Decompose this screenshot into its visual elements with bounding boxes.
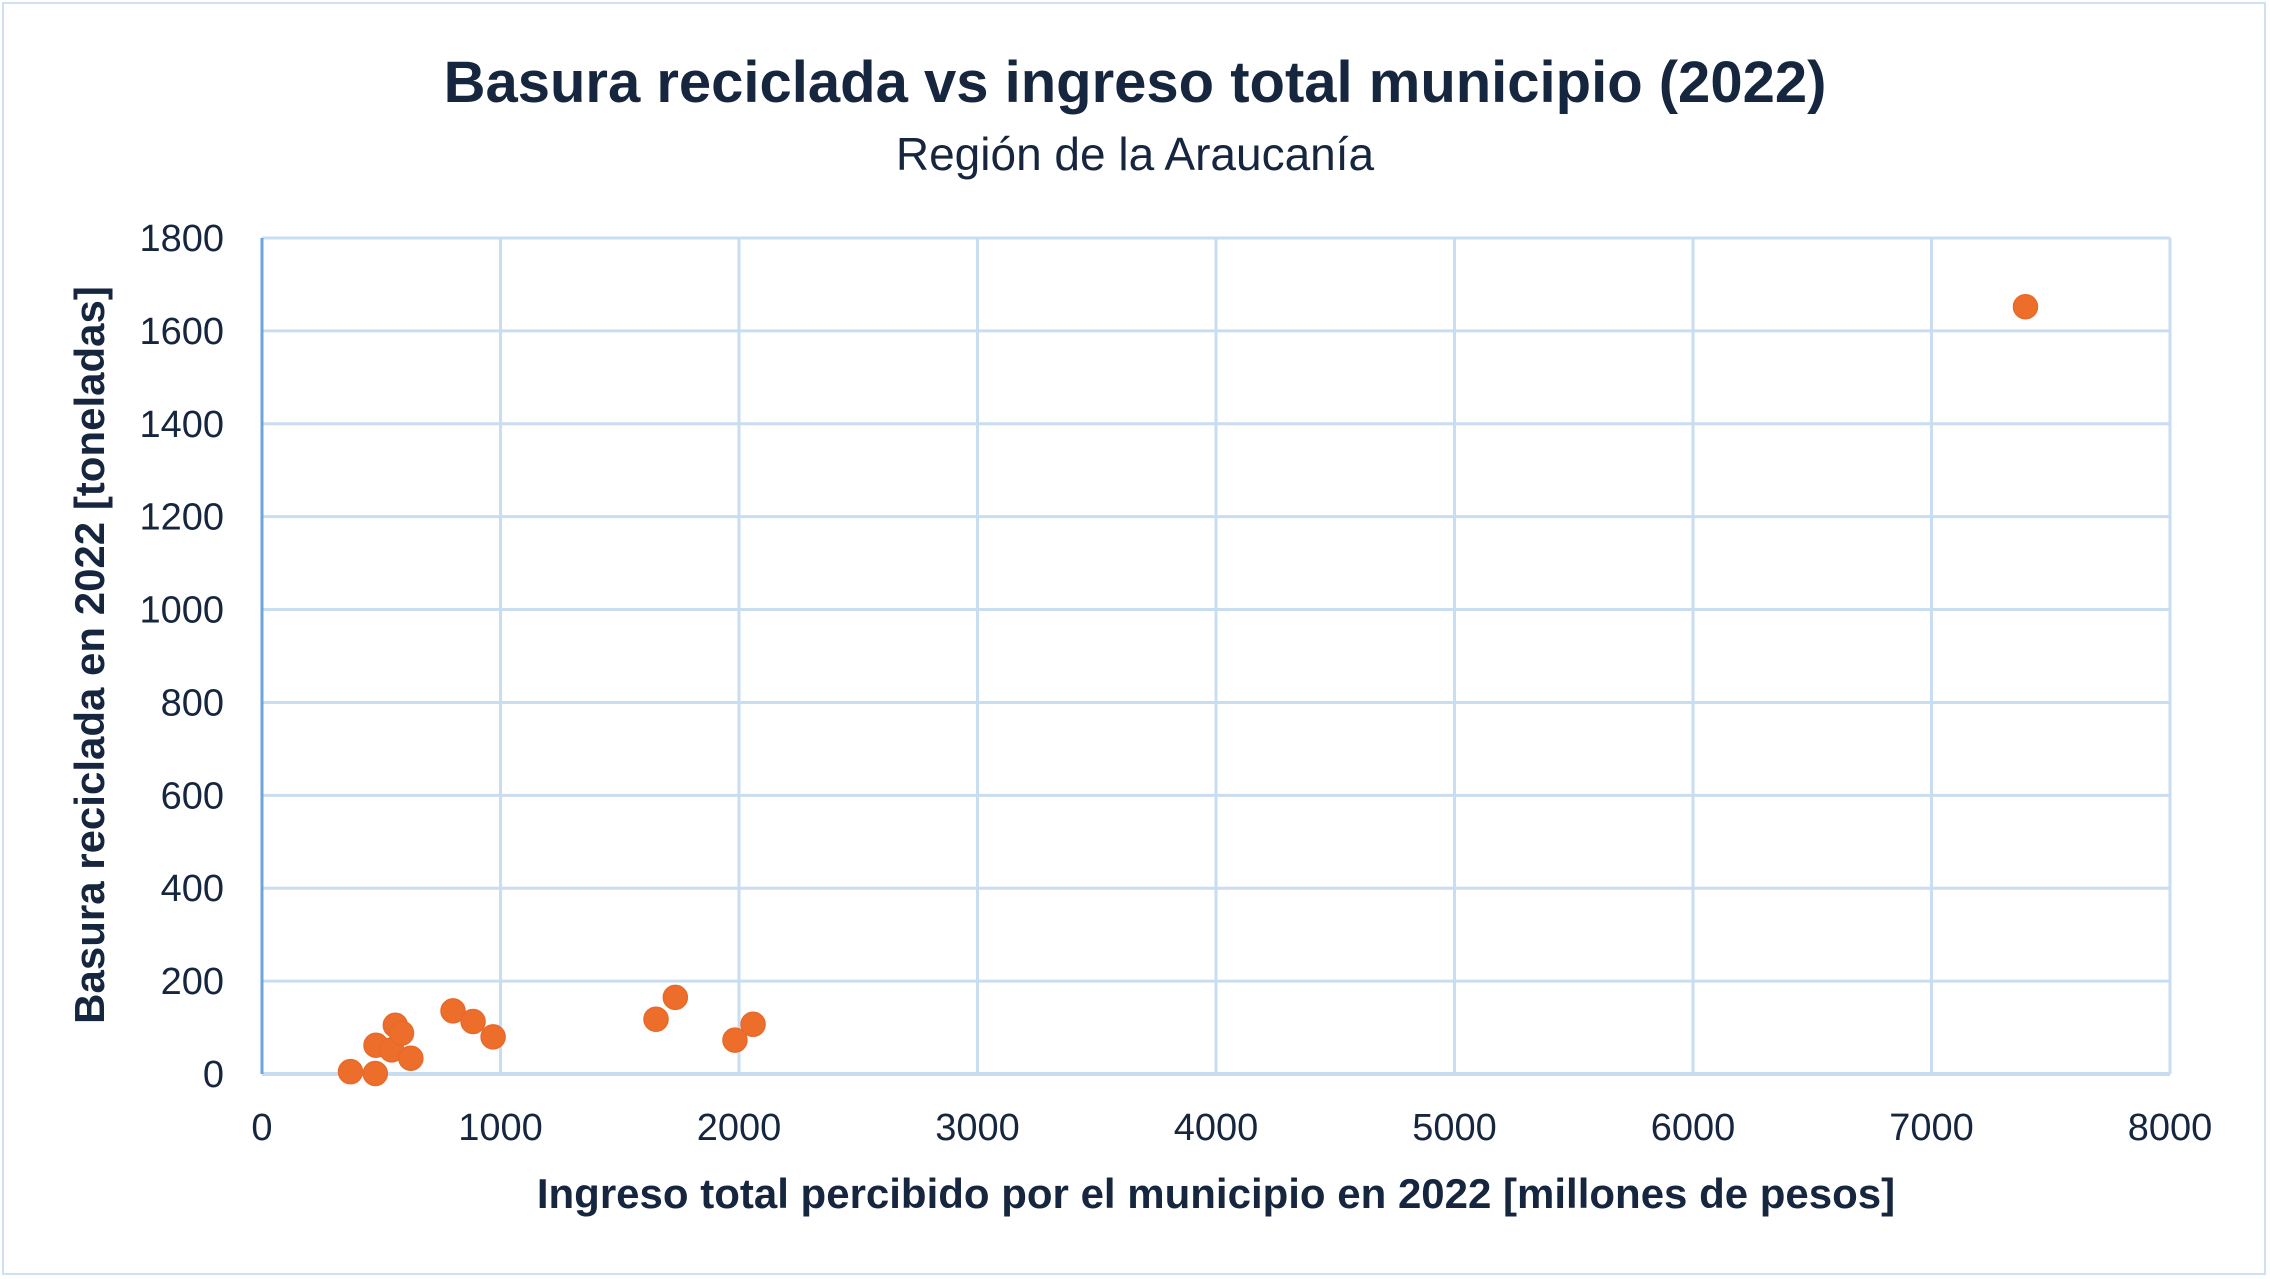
y-tick-label: 1200 — [139, 497, 224, 539]
data-point — [460, 1008, 486, 1035]
y-tick-label: 200 — [161, 961, 224, 1003]
data-point — [388, 1020, 415, 1046]
y-tick-label: 1800 — [139, 218, 224, 260]
x-tick-label: 4000 — [1174, 1107, 1259, 1149]
data-point — [662, 984, 689, 1011]
data-point — [398, 1045, 424, 1071]
data-point — [740, 1011, 766, 1038]
chart-title: Basura reciclada vs ingreso total munici… — [444, 50, 1827, 115]
x-tick-label: 1000 — [458, 1107, 543, 1149]
y-tick-label: 600 — [161, 775, 224, 817]
y-tick-label: 1600 — [139, 311, 224, 353]
data-point — [722, 1027, 748, 1053]
x-tick-label: 6000 — [1651, 1107, 1736, 1149]
data-point — [362, 1060, 389, 1087]
y-tick-label: 1400 — [139, 404, 224, 446]
y-tick-label: 800 — [161, 682, 224, 724]
x-tick-label: 5000 — [1412, 1107, 1497, 1149]
data-point — [440, 998, 466, 1024]
data-point — [480, 1024, 506, 1050]
y-axis-label: Basura reciclada en 2022 [toneladas] — [66, 286, 113, 1024]
data-point — [2012, 293, 2039, 320]
y-tick-label: 1000 — [139, 590, 224, 632]
y-tick-label: 0 — [203, 1054, 224, 1096]
x-tick-label: 2000 — [697, 1107, 782, 1149]
x-tick-label: 8000 — [2128, 1107, 2213, 1149]
x-tick-label: 3000 — [935, 1107, 1020, 1149]
data-point — [643, 1006, 669, 1032]
x-tick-label: 0 — [251, 1107, 272, 1149]
x-tick-label: 7000 — [1889, 1107, 1974, 1149]
data-point — [337, 1058, 364, 1085]
chart-subtitle: Región de la Araucanía — [896, 128, 1375, 180]
x-axis-label: Ingreso total percibido por el municipio… — [537, 1170, 1895, 1217]
y-tick-label: 400 — [161, 868, 224, 910]
